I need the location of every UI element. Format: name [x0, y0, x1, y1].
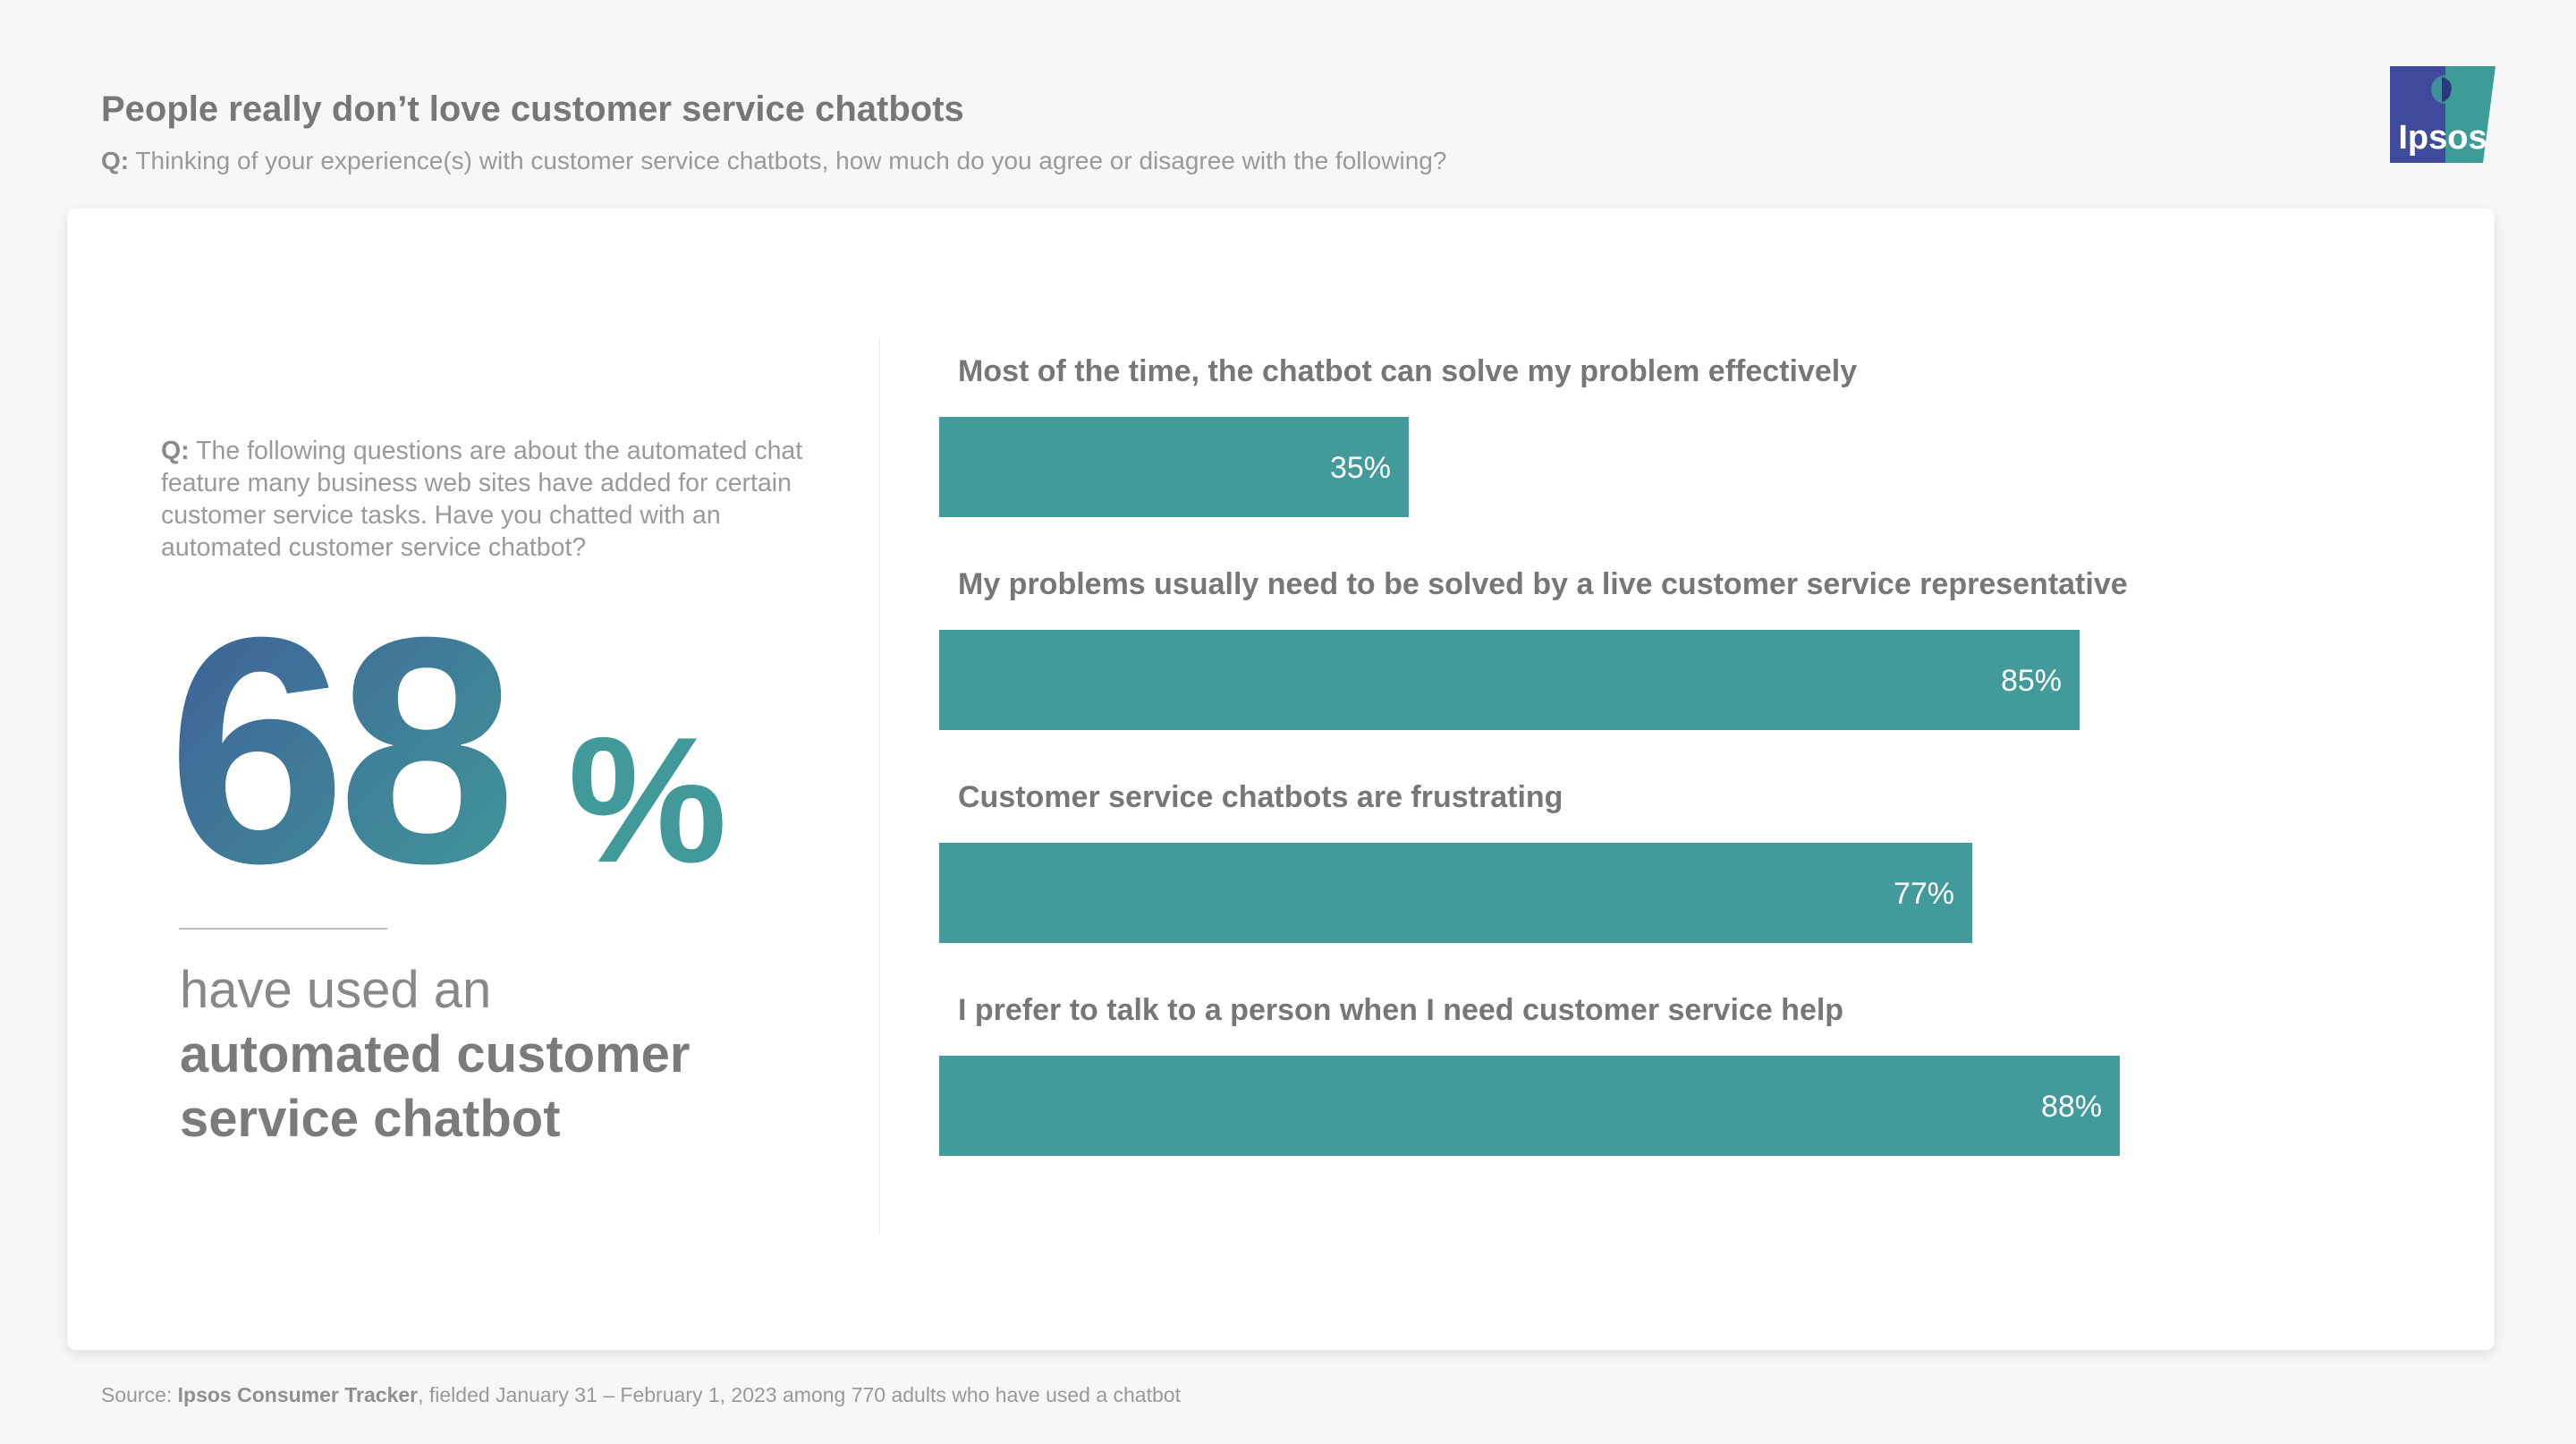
agreement-bar-chart: Most of the time, the chatbot can solve …: [939, 354, 2128, 1156]
bar-category-label: I prefer to talk to a person when I need…: [958, 993, 1843, 1027]
bar-category-label: Customer service chatbots are frustratin…: [958, 780, 1563, 814]
left-question-prefix: Q:: [161, 437, 190, 465]
bar-category-label: My problems usually need to be solved by…: [958, 567, 2128, 601]
bar-category-label: Most of the time, the chatbot can solve …: [958, 354, 1857, 388]
stat-line-1: have used an: [180, 961, 492, 1019]
survey-question: Q: Thinking of your experience(s) with c…: [101, 147, 1446, 175]
bar-value-label: 77%: [1894, 877, 1954, 911]
stat-symbol: %: [568, 701, 727, 897]
stat-line-2: automated customer: [180, 1025, 691, 1083]
bar: [939, 630, 2080, 730]
ipsos-logo: Ipsos: [2390, 66, 2496, 163]
logo-text: Ipsos: [2398, 119, 2487, 157]
column-divider: [879, 338, 880, 1233]
content-card: Q: The following questions are about the…: [67, 208, 2495, 1350]
stat-line-3: service chatbot: [180, 1090, 561, 1148]
bar-value-label: 35%: [1330, 451, 1391, 485]
page-title: People really don’t love customer servic…: [101, 89, 964, 129]
stat-divider: [179, 928, 387, 930]
source-prefix: Source:: [101, 1383, 173, 1406]
bar: [939, 417, 1409, 517]
big-stat: 68 %: [167, 593, 727, 897]
bar: [939, 1056, 2120, 1156]
question-text: Thinking of your experience(s) with cust…: [135, 147, 1447, 174]
source-note: Source: Ipsos Consumer Tracker, fielded …: [101, 1383, 1181, 1407]
stat-description: have used an automated customer service …: [180, 958, 824, 1151]
question-prefix: Q:: [101, 147, 130, 174]
bar: [939, 843, 1972, 943]
bar-value-label: 88%: [2041, 1090, 2102, 1124]
source-name: Ipsos Consumer Tracker: [177, 1383, 419, 1406]
left-question-text: The following questions are about the au…: [161, 437, 803, 562]
left-question: Q: The following questions are about the…: [161, 435, 805, 564]
source-details: , fielded January 31 – February 1, 2023 …: [418, 1383, 1181, 1406]
bar-value-label: 85%: [2001, 664, 2062, 698]
stat-number: 68: [167, 593, 508, 897]
